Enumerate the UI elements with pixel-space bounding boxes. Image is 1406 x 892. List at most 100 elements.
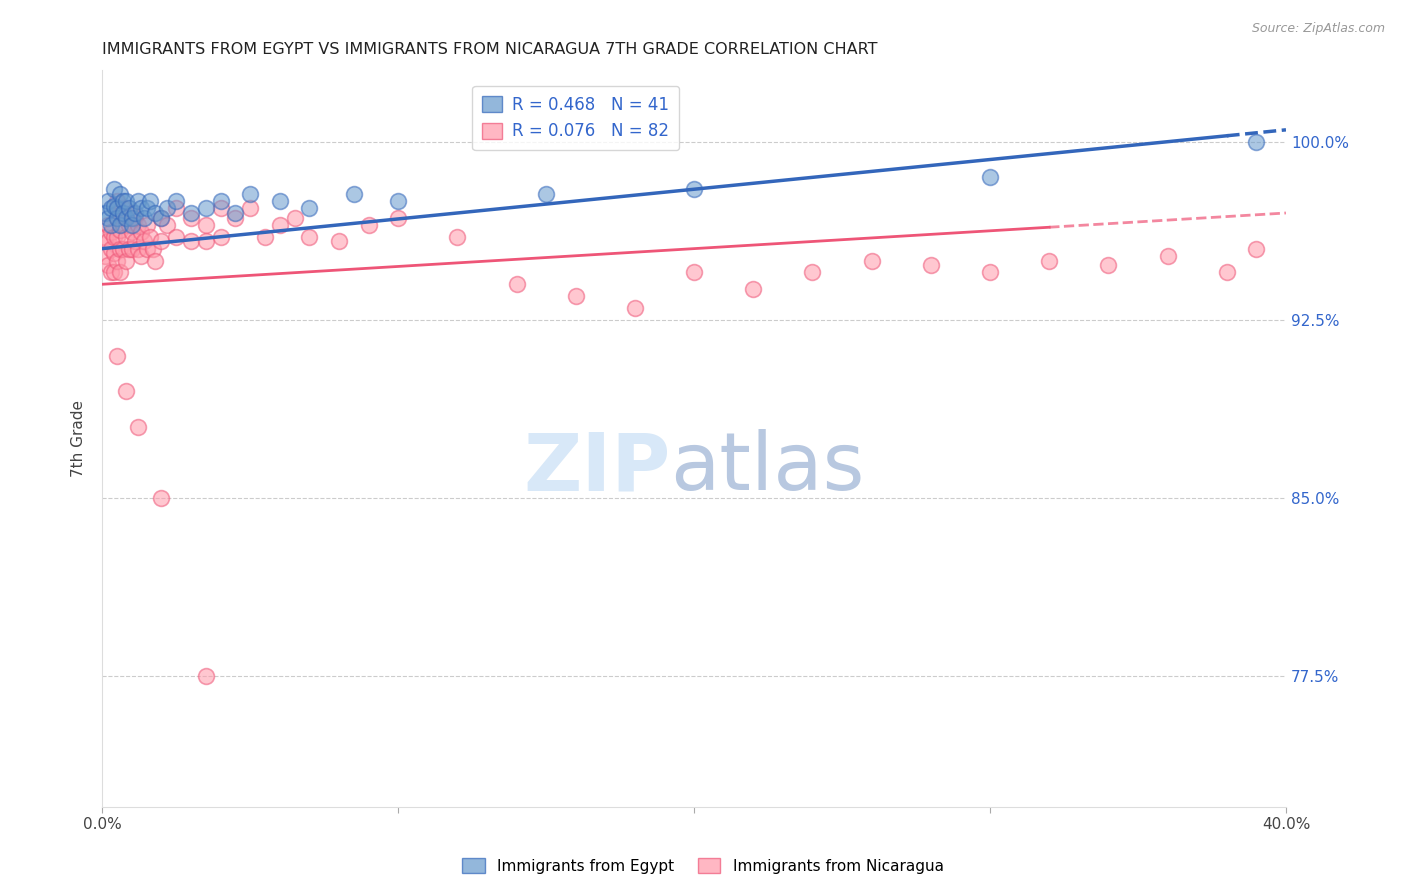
Point — [1156, 249, 1178, 263]
Point — [564, 289, 586, 303]
Point — [150, 211, 173, 225]
Point — [269, 194, 291, 208]
Point — [979, 265, 1001, 279]
Point — [1216, 265, 1239, 279]
Point — [118, 218, 141, 232]
Point — [121, 242, 143, 256]
Point — [298, 229, 321, 244]
Point — [129, 225, 152, 239]
Point — [100, 225, 122, 239]
Point — [357, 218, 380, 232]
Text: ZIP: ZIP — [523, 429, 671, 508]
Point — [100, 218, 122, 232]
Point — [209, 229, 232, 244]
Point — [150, 211, 173, 225]
Point — [534, 186, 557, 201]
Point — [118, 201, 141, 215]
Point — [105, 349, 128, 363]
Point — [111, 206, 134, 220]
Point — [121, 211, 143, 225]
Point — [145, 206, 167, 220]
Point — [683, 182, 706, 196]
Point — [115, 384, 138, 399]
Point — [135, 201, 157, 215]
Point — [118, 242, 141, 256]
Point — [103, 246, 125, 260]
Point — [127, 218, 149, 232]
Point — [111, 194, 134, 208]
Point — [920, 258, 942, 272]
Point — [94, 206, 117, 220]
Point — [127, 242, 149, 256]
Point — [860, 253, 883, 268]
Point — [108, 206, 131, 220]
Point — [150, 235, 173, 249]
Point — [124, 211, 146, 225]
Point — [100, 265, 122, 279]
Point — [105, 201, 128, 215]
Point — [108, 242, 131, 256]
Point — [115, 211, 138, 225]
Point — [124, 206, 146, 220]
Point — [100, 242, 122, 256]
Point — [180, 206, 202, 220]
Point — [194, 218, 217, 232]
Point — [446, 229, 468, 244]
Point — [624, 301, 647, 315]
Point — [145, 253, 167, 268]
Point — [127, 420, 149, 434]
Point — [97, 211, 120, 225]
Point — [165, 229, 187, 244]
Point — [121, 218, 143, 232]
Point — [124, 235, 146, 249]
Y-axis label: 7th Grade: 7th Grade — [72, 401, 86, 477]
Point — [387, 211, 409, 225]
Point — [209, 194, 232, 208]
Point — [1246, 242, 1268, 256]
Point — [1038, 253, 1060, 268]
Point — [105, 211, 128, 225]
Point — [156, 218, 179, 232]
Point — [127, 194, 149, 208]
Point — [129, 249, 152, 263]
Point — [156, 201, 179, 215]
Point — [239, 186, 262, 201]
Point — [1246, 135, 1268, 149]
Point — [284, 211, 307, 225]
Point — [209, 201, 232, 215]
Point — [121, 206, 143, 220]
Text: IMMIGRANTS FROM EGYPT VS IMMIGRANTS FROM NICARAGUA 7TH GRADE CORRELATION CHART: IMMIGRANTS FROM EGYPT VS IMMIGRANTS FROM… — [103, 42, 877, 57]
Point — [103, 182, 125, 196]
Legend: Immigrants from Egypt, Immigrants from Nicaragua: Immigrants from Egypt, Immigrants from N… — [456, 852, 950, 880]
Point — [94, 249, 117, 263]
Point — [108, 265, 131, 279]
Point — [111, 242, 134, 256]
Point — [105, 253, 128, 268]
Legend: R = 0.468   N = 41, R = 0.076   N = 82: R = 0.468 N = 41, R = 0.076 N = 82 — [472, 87, 679, 151]
Point — [103, 229, 125, 244]
Point — [115, 211, 138, 225]
Point — [94, 229, 117, 244]
Point — [105, 211, 128, 225]
Point — [343, 186, 366, 201]
Point — [97, 218, 120, 232]
Point — [165, 201, 187, 215]
Point — [165, 194, 187, 208]
Point — [111, 201, 134, 215]
Point — [194, 201, 217, 215]
Point — [103, 199, 125, 213]
Point — [224, 206, 246, 220]
Point — [150, 491, 173, 505]
Text: Source: ZipAtlas.com: Source: ZipAtlas.com — [1251, 22, 1385, 36]
Point — [105, 194, 128, 208]
Point — [100, 201, 122, 215]
Point — [742, 282, 765, 296]
Point — [298, 201, 321, 215]
Point — [108, 186, 131, 201]
Point — [979, 170, 1001, 185]
Point — [108, 218, 131, 232]
Point — [108, 222, 131, 236]
Text: atlas: atlas — [671, 429, 865, 508]
Point — [180, 211, 202, 225]
Point — [683, 265, 706, 279]
